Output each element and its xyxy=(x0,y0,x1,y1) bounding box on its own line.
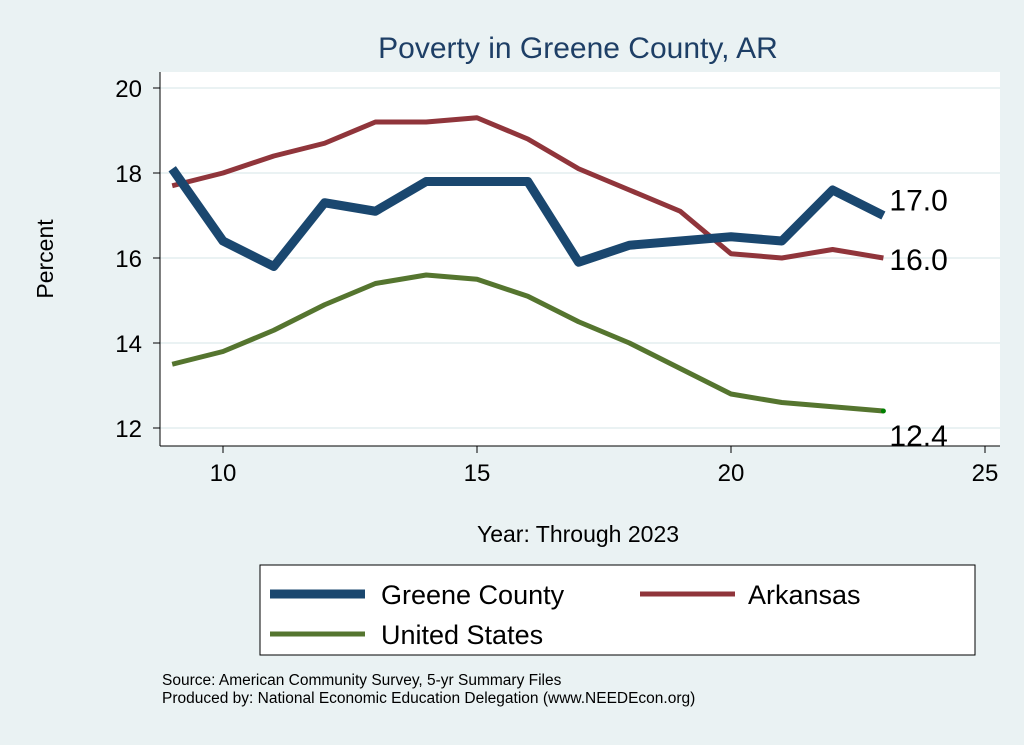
legend-label: Arkansas xyxy=(748,580,861,610)
y-tick-label: 14 xyxy=(115,331,142,358)
series-line-united-states xyxy=(171,272,884,414)
legend-label: Greene County xyxy=(381,580,565,610)
legend xyxy=(259,564,976,656)
y-axis-label: Percent xyxy=(32,219,58,299)
chart-title: Poverty in Greene County, AR xyxy=(378,32,778,65)
series-line-arkansas xyxy=(171,115,884,261)
x-tick-label: 20 xyxy=(718,460,745,487)
x-axis-label: Year: Through 2023 xyxy=(477,521,679,547)
end-value-label: 12.4 xyxy=(889,420,947,453)
x-tick-label: 25 xyxy=(972,460,999,487)
y-tick-label: 16 xyxy=(115,246,142,273)
y-tick-label: 18 xyxy=(115,161,142,188)
source-note: Source: American Community Survey, 5-yr … xyxy=(162,672,562,689)
end-marker xyxy=(880,408,886,414)
legend-label: United States xyxy=(381,620,543,650)
x-tick-label: 15 xyxy=(464,460,491,487)
end-value-label: 17.0 xyxy=(889,185,947,218)
series-line-greene-county xyxy=(168,166,886,271)
y-tick-label: 12 xyxy=(115,416,142,443)
y-tick-label: 20 xyxy=(115,76,142,103)
producer-note: Produced by: National Economic Education… xyxy=(162,690,696,707)
x-tick-label: 10 xyxy=(210,460,237,487)
end-value-label: 16.0 xyxy=(889,244,947,277)
